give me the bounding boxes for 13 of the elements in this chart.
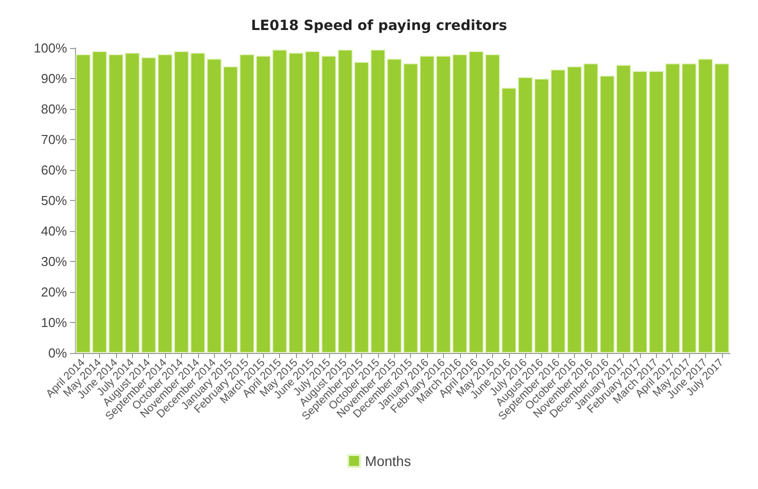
y-tick-label: 70% xyxy=(40,132,68,147)
y-tick-label: 90% xyxy=(40,71,68,86)
legend-label: Months xyxy=(365,453,411,469)
y-tick-label: 60% xyxy=(40,162,68,178)
y-tick-label: 0% xyxy=(48,346,68,360)
y-tick-label: 50% xyxy=(40,193,68,208)
y-tick-label: 80% xyxy=(40,102,68,116)
y-tick-label: 30% xyxy=(40,254,68,269)
y-tick-label: 40% xyxy=(40,224,68,238)
y-tick-label: 10% xyxy=(40,315,68,330)
chart-title: LE018 Speed of paying creditors xyxy=(250,18,508,34)
y-tick-label: 20% xyxy=(40,284,68,300)
y-tick-label: 100% xyxy=(34,40,68,56)
